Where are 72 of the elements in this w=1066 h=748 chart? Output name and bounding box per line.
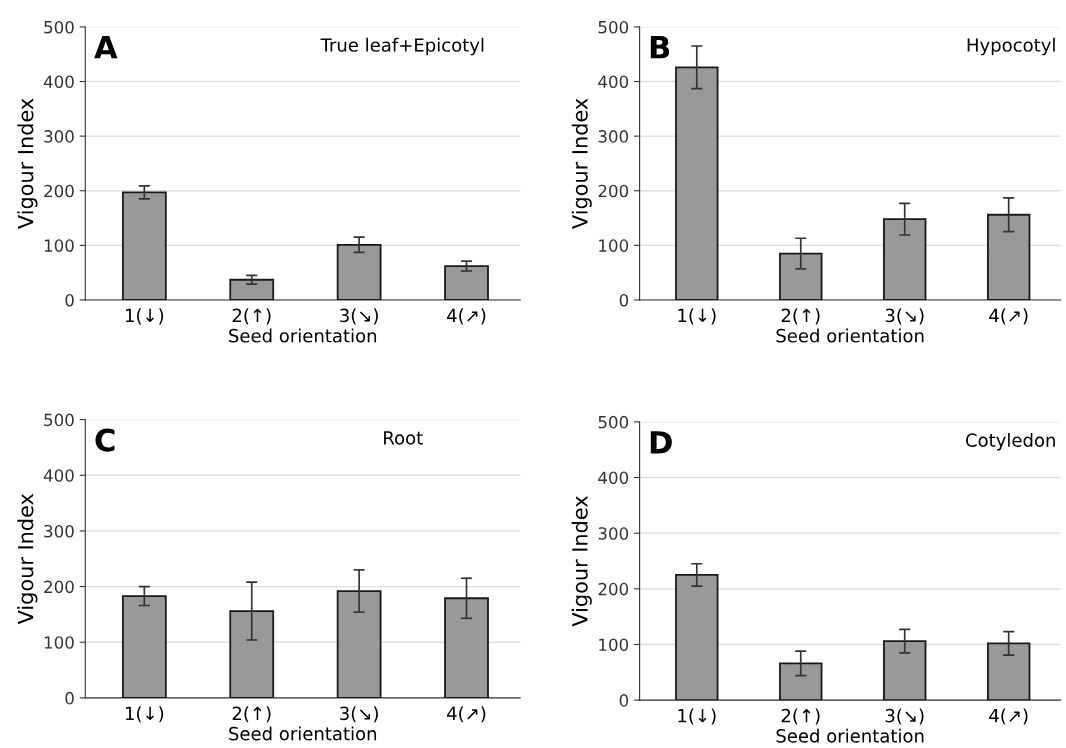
bar: [986, 642, 1031, 701]
chart-title: A: [94, 36, 118, 59]
bar: [444, 265, 489, 300]
bar: [986, 213, 1031, 300]
y-axis-title: Vigour Index: [571, 98, 592, 229]
y-tick-label: 200: [598, 582, 629, 596]
y-tick-label: 400: [43, 469, 74, 482]
chart-title: B: [650, 36, 670, 59]
text: Cotyledon: [965, 433, 1055, 451]
x-axis-title: Seed orientation: [776, 328, 924, 343]
bar: [336, 243, 382, 300]
bar: [121, 191, 167, 300]
x-tick-label: 1(↓): [125, 706, 164, 723]
text: True leaf+Epicotyl: [320, 37, 484, 56]
x-tick-label: 4(↗): [989, 708, 1028, 725]
bar: [675, 66, 719, 300]
y-tick-label: 400: [43, 75, 74, 89]
x-axis-title: Seed orientation: [229, 328, 377, 343]
y-tick-label: 300: [598, 130, 629, 143]
x-tick-label: 1(↓): [125, 308, 164, 325]
bar: [779, 252, 823, 300]
y-tick-label: 100: [44, 239, 74, 252]
y-tick-label: 500: [598, 20, 629, 34]
bar: [883, 218, 927, 300]
y-tick-label: 0: [619, 293, 629, 307]
y-tick-label: 500: [44, 413, 74, 427]
y-tick-label: 200: [598, 184, 629, 198]
y-tick-label: 300: [44, 524, 74, 538]
y-tick-label: 100: [44, 636, 74, 649]
y-axis-title: Vigour Index: [17, 98, 38, 229]
bar: [229, 278, 275, 300]
bar: [336, 590, 382, 698]
y-axis-title: Vigour Index: [571, 496, 592, 627]
y-tick-label: 400: [598, 75, 629, 89]
y-tick-label: 100: [599, 239, 629, 252]
x-axis-title: Seed orientation: [229, 726, 377, 741]
x-tick-label: 2(↑): [781, 708, 820, 725]
bar: [121, 595, 167, 698]
y-tick-label: 0: [619, 694, 629, 707]
y-tick-label: 300: [598, 527, 629, 540]
x-tick-label: 4(↗): [989, 308, 1028, 325]
x-tick-label: 3(↘): [340, 308, 378, 325]
x-tick-label: 1(↓): [678, 308, 716, 325]
x-tick-label: 1(↓): [678, 708, 716, 725]
text: Root: [384, 431, 423, 445]
x-tick-label: 2(↑): [232, 706, 271, 723]
bar: [779, 662, 823, 701]
x-tick-label: 2(↑): [232, 308, 271, 325]
bar: [675, 574, 719, 701]
x-tick-label: 4(↗): [447, 706, 486, 723]
x-tick-label: 4(↗): [447, 308, 486, 325]
chart-title: C: [95, 428, 115, 452]
y-tick-label: 200: [44, 184, 74, 198]
y-tick-label: 100: [599, 638, 629, 652]
bar: [883, 640, 927, 701]
y-tick-label: 300: [44, 130, 74, 143]
text: Hypocotyl: [967, 37, 1055, 56]
x-tick-label: 3(↘): [885, 308, 924, 325]
y-tick-label: 500: [598, 415, 629, 429]
x-tick-label: 3(↘): [885, 708, 924, 725]
y-tick-label: 500: [44, 20, 74, 34]
y-tick-label: 0: [65, 691, 74, 705]
bar: [444, 597, 489, 698]
chart-title: D: [650, 431, 672, 454]
x-tick-label: 2(↑): [781, 308, 820, 325]
x-tick-label: 3(↘): [340, 706, 378, 723]
bar: [229, 610, 275, 698]
y-axis-title: Vigour Index: [17, 493, 38, 625]
y-tick-label: 200: [44, 580, 74, 594]
y-tick-label: 0: [65, 293, 74, 307]
x-axis-title: Seed orientation: [776, 728, 924, 743]
y-tick-label: 400: [598, 471, 629, 485]
